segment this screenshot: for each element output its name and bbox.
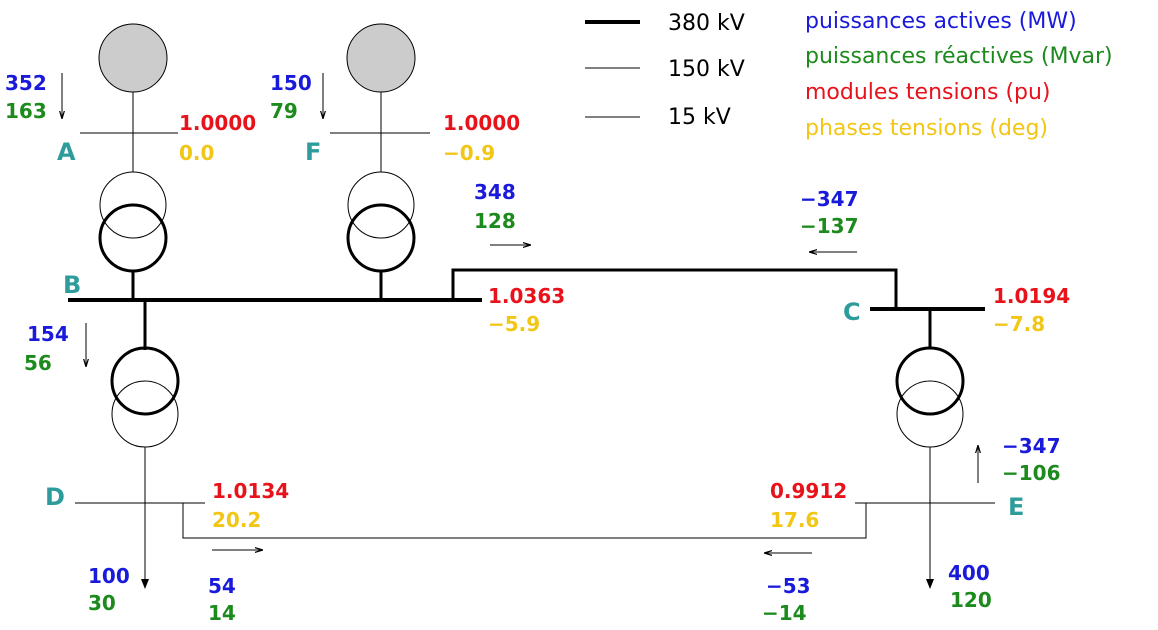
line-d-e-to-active-power: −53 bbox=[766, 574, 811, 598]
bus-a-label: A bbox=[57, 138, 76, 166]
legend-voltage-modules: modules tensions (pu) bbox=[805, 80, 1051, 105]
legend: 380 kV 150 kV 15 kV puissances actives (… bbox=[585, 9, 1113, 141]
bus-e-label: E bbox=[1008, 493, 1024, 521]
transformer-ab-upper-winding bbox=[99, 171, 167, 239]
transformer-ce bbox=[895, 346, 978, 503]
generator-f-icon bbox=[346, 23, 416, 93]
bus-b-voltage: 1.0363 bbox=[488, 284, 565, 308]
load-e-active-power: 400 bbox=[948, 561, 990, 585]
load-d-reactive-power: 30 bbox=[88, 591, 116, 615]
line-b-c bbox=[451, 245, 898, 309]
transformer-ce-active-power: −347 bbox=[1002, 434, 1061, 458]
bus-d-phase: 20.2 bbox=[212, 508, 261, 532]
bus-e-voltage: 0.9912 bbox=[770, 479, 847, 503]
line-b-c-conductor bbox=[451, 268, 898, 309]
load-e-reactive-power: 120 bbox=[950, 588, 992, 612]
bus-d-label: D bbox=[45, 483, 65, 511]
generator-f bbox=[323, 23, 430, 300]
bus-a-phase: 0.0 bbox=[179, 141, 214, 165]
gen-a-active-power: 352 bbox=[5, 71, 47, 95]
legend-voltage-phases: phases tensions (deg) bbox=[805, 116, 1048, 141]
line-d-e bbox=[182, 503, 867, 553]
bus-f-label: F bbox=[305, 138, 321, 166]
gen-f-active-power: 150 bbox=[270, 71, 312, 95]
legend-active-power: puissances actives (MW) bbox=[805, 9, 1077, 34]
bus-c bbox=[870, 307, 985, 348]
bus-b-label: B bbox=[63, 271, 81, 299]
legend-label-15kv: 15 kV bbox=[668, 105, 731, 130]
bus-e bbox=[855, 502, 995, 589]
line-b-c-to-reactive-power: −137 bbox=[800, 214, 859, 238]
legend-label-150kv: 150 kV bbox=[668, 57, 745, 82]
bus-e-phase: 17.6 bbox=[770, 508, 819, 532]
line-d-e-from-reactive-power: 14 bbox=[208, 601, 236, 625]
generator-a bbox=[62, 23, 178, 300]
legend-label-380kv: 380 kV bbox=[668, 11, 745, 36]
line-b-c-from-reactive-power: 128 bbox=[474, 209, 516, 233]
gen-f-reactive-power: 79 bbox=[270, 99, 298, 123]
transformer-bd-upper-winding bbox=[110, 346, 180, 416]
line-b-c-from-active-power: 348 bbox=[474, 180, 516, 204]
transformer-bd-active-power: 154 bbox=[27, 322, 69, 346]
line-b-c-to-active-power: −347 bbox=[800, 187, 859, 211]
bus-c-phase: −7.8 bbox=[993, 312, 1045, 336]
line-d-e-conductor bbox=[182, 503, 867, 539]
bus-c-voltage: 1.0194 bbox=[993, 284, 1070, 308]
generator-a-icon bbox=[98, 23, 168, 93]
bus-b-phase: −5.9 bbox=[488, 312, 540, 336]
transformer-ce-reactive-power: −106 bbox=[1002, 461, 1061, 485]
gen-a-reactive-power: 163 bbox=[5, 99, 47, 123]
bus-c-label: C bbox=[843, 298, 861, 326]
bus-f-voltage: 1.0000 bbox=[443, 111, 520, 135]
bus-a-voltage: 1.0000 bbox=[179, 111, 256, 135]
bus-f-phase: −0.9 bbox=[443, 141, 495, 165]
legend-reactive-power: puissances réactives (Mvar) bbox=[805, 44, 1113, 69]
transformer-bd-reactive-power: 56 bbox=[24, 351, 52, 375]
bus-b bbox=[68, 298, 482, 350]
line-d-e-to-reactive-power: −14 bbox=[762, 601, 807, 625]
bus-d-voltage: 1.0134 bbox=[212, 479, 289, 503]
transformer-ce-upper-winding bbox=[895, 346, 965, 416]
transformer-fb-upper-winding bbox=[347, 171, 415, 239]
load-d-active-power: 100 bbox=[88, 564, 130, 588]
transformer-bd bbox=[86, 323, 180, 503]
line-d-e-from-active-power: 54 bbox=[208, 574, 236, 598]
